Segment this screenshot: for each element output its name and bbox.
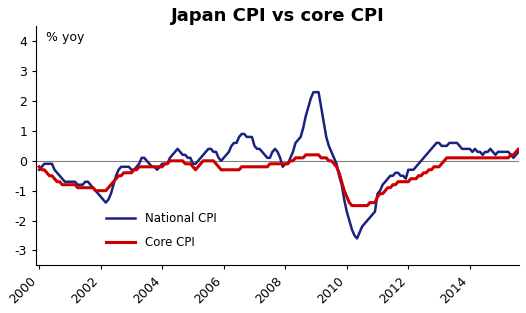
- National CPI: [459, 147, 466, 151]
- Core CPI: [254, 165, 260, 169]
- National CPI: [387, 174, 393, 177]
- National CPI: [498, 150, 504, 154]
- Core CPI: [36, 165, 42, 169]
- National CPI: [36, 168, 42, 172]
- Core CPI: [64, 183, 70, 187]
- Core CPI: [349, 204, 355, 208]
- Legend: National CPI, Core CPI: National CPI, Core CPI: [100, 206, 222, 254]
- Line: Core CPI: Core CPI: [39, 92, 526, 206]
- Title: Japan CPI vs core CPI: Japan CPI vs core CPI: [171, 7, 385, 25]
- Text: % yoy: % yoy: [46, 31, 84, 44]
- Core CPI: [498, 156, 504, 160]
- Core CPI: [261, 165, 268, 169]
- National CPI: [354, 237, 360, 240]
- National CPI: [64, 180, 70, 184]
- National CPI: [254, 147, 260, 151]
- Line: National CPI: National CPI: [39, 50, 526, 239]
- National CPI: [261, 153, 268, 157]
- Core CPI: [387, 186, 393, 190]
- Core CPI: [459, 156, 466, 160]
